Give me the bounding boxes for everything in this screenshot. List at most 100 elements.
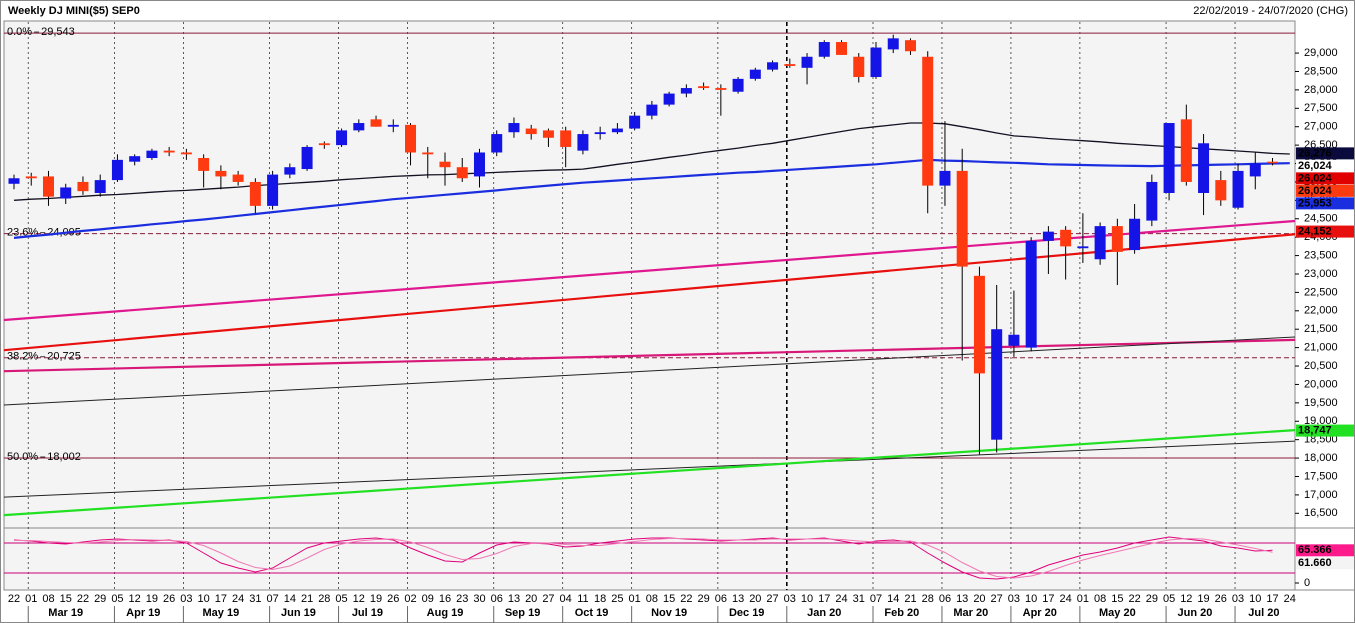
month-label: May 20 — [1099, 607, 1136, 619]
candle-body — [1146, 181, 1158, 221]
month-label: Feb 20 — [884, 607, 919, 619]
x-tick-label: 22 — [1128, 593, 1140, 605]
y-tick-label: 21,500 — [1304, 323, 1338, 335]
candle-body — [180, 152, 192, 155]
month-label: Sep 19 — [505, 607, 540, 619]
month-label: Dec 19 — [729, 607, 764, 619]
x-tick-label: 25 — [611, 593, 623, 605]
trendline — [3, 233, 1296, 352]
y-tick-label: 17,500 — [1304, 470, 1338, 482]
x-tick-label: 23 — [456, 593, 468, 605]
month-label: Nov 19 — [651, 607, 687, 619]
candle-body — [542, 130, 554, 138]
candle-body — [1267, 161, 1279, 164]
candle-body — [215, 170, 227, 177]
price-label-box — [1296, 197, 1354, 210]
oscillator-label-box — [1296, 544, 1354, 557]
x-tick-label: 20 — [973, 593, 985, 605]
y-tick-label: 28,000 — [1304, 84, 1338, 96]
y-tick-label: 22,000 — [1304, 305, 1338, 317]
candle-body — [249, 181, 261, 206]
y-tick-label: 23,000 — [1304, 268, 1338, 280]
fib-label: 38.2% — [7, 351, 38, 363]
x-tick-label: 01 — [1077, 593, 1089, 605]
fib-value: 18,002 — [47, 451, 81, 463]
candle-body — [1215, 180, 1227, 201]
y-tick-label: 24,500 — [1304, 213, 1338, 225]
fib-value: 20,725 — [47, 351, 81, 363]
month-label: Jul 19 — [352, 607, 383, 619]
y-tick-label: 21,000 — [1304, 342, 1338, 354]
month-label: Apr 19 — [126, 607, 160, 619]
candle-body — [767, 62, 779, 70]
y-tick-label: 16,500 — [1304, 507, 1338, 519]
month-label: May 19 — [203, 607, 240, 619]
candle-body — [732, 78, 744, 92]
x-tick-label: 06 — [939, 593, 951, 605]
month-label: Jun 19 — [281, 607, 316, 619]
x-tick-label: 05 — [1163, 593, 1175, 605]
price-label: 26,276 — [1298, 147, 1332, 159]
x-tick-label: 06 — [715, 593, 727, 605]
candle-body — [508, 123, 520, 133]
candle-body — [456, 167, 468, 179]
candle-body — [663, 93, 675, 105]
price-label: 26,024 — [1298, 185, 1333, 197]
candle-body — [336, 130, 348, 146]
y-tick-label: 18,000 — [1304, 452, 1338, 464]
candle-body — [111, 159, 123, 181]
x-tick-label: 03 — [1008, 593, 1020, 605]
x-tick-label: 24 — [1060, 593, 1072, 605]
y-tick-label: 19,000 — [1304, 415, 1338, 427]
y-tick-label: 22,500 — [1304, 286, 1338, 298]
candle-body — [491, 134, 503, 153]
x-tick-label: 30 — [473, 593, 485, 605]
month-label: Apr 20 — [1023, 607, 1057, 619]
price-label: 26,024 — [1298, 172, 1333, 184]
fib-label: 50.0% — [7, 451, 38, 463]
candle-body — [370, 119, 382, 127]
month-label: Jan 20 — [807, 607, 841, 619]
x-tick-label: 12 — [353, 593, 365, 605]
x-tick-label: 29 — [94, 593, 106, 605]
candle-body — [525, 128, 537, 135]
month-label: Aug 19 — [427, 607, 464, 619]
x-tick-label: 15 — [1111, 593, 1123, 605]
x-tick-label: 10 — [1249, 593, 1261, 605]
x-tick-label: 28 — [318, 593, 330, 605]
x-tick-label: 17 — [818, 593, 830, 605]
candle-body — [904, 40, 916, 52]
x-tick-label: 22 — [8, 593, 20, 605]
candle-body — [422, 152, 434, 155]
candle-body — [1232, 170, 1244, 208]
candle-body — [956, 170, 968, 267]
oscillator-label: 65.366 — [1298, 544, 1332, 556]
x-tick-label: 01 — [629, 593, 641, 605]
plot-area — [3, 20, 1296, 591]
candle-body — [387, 124, 399, 127]
x-tick-label: 13 — [732, 593, 744, 605]
x-tick-label: 10 — [198, 593, 210, 605]
x-tick-label: 12 — [129, 593, 141, 605]
price-label-box — [1296, 424, 1354, 437]
candle-body — [301, 146, 313, 170]
candle-body — [405, 124, 417, 153]
x-tick-label: 07 — [870, 593, 882, 605]
x-tick-label: 22 — [77, 593, 89, 605]
candle-body — [991, 329, 1003, 440]
x-tick-label: 24 — [1284, 593, 1296, 605]
candle-body — [1077, 246, 1089, 249]
x-tick-label: 14 — [887, 593, 899, 605]
trendline — [3, 219, 1296, 322]
candle-body — [1198, 143, 1210, 193]
candle-body — [25, 176, 37, 179]
month-label: Jul 20 — [1248, 607, 1279, 619]
x-tick-label: 09 — [422, 593, 434, 605]
candle-body — [77, 181, 89, 192]
oscillator-tick-label: 0 — [1304, 577, 1310, 589]
candle-body — [232, 174, 244, 182]
y-tick-label: 19,500 — [1304, 397, 1338, 409]
x-tick-label: 02 — [404, 593, 416, 605]
candle-body — [318, 143, 330, 146]
y-tick-label: 27,500 — [1304, 102, 1338, 114]
